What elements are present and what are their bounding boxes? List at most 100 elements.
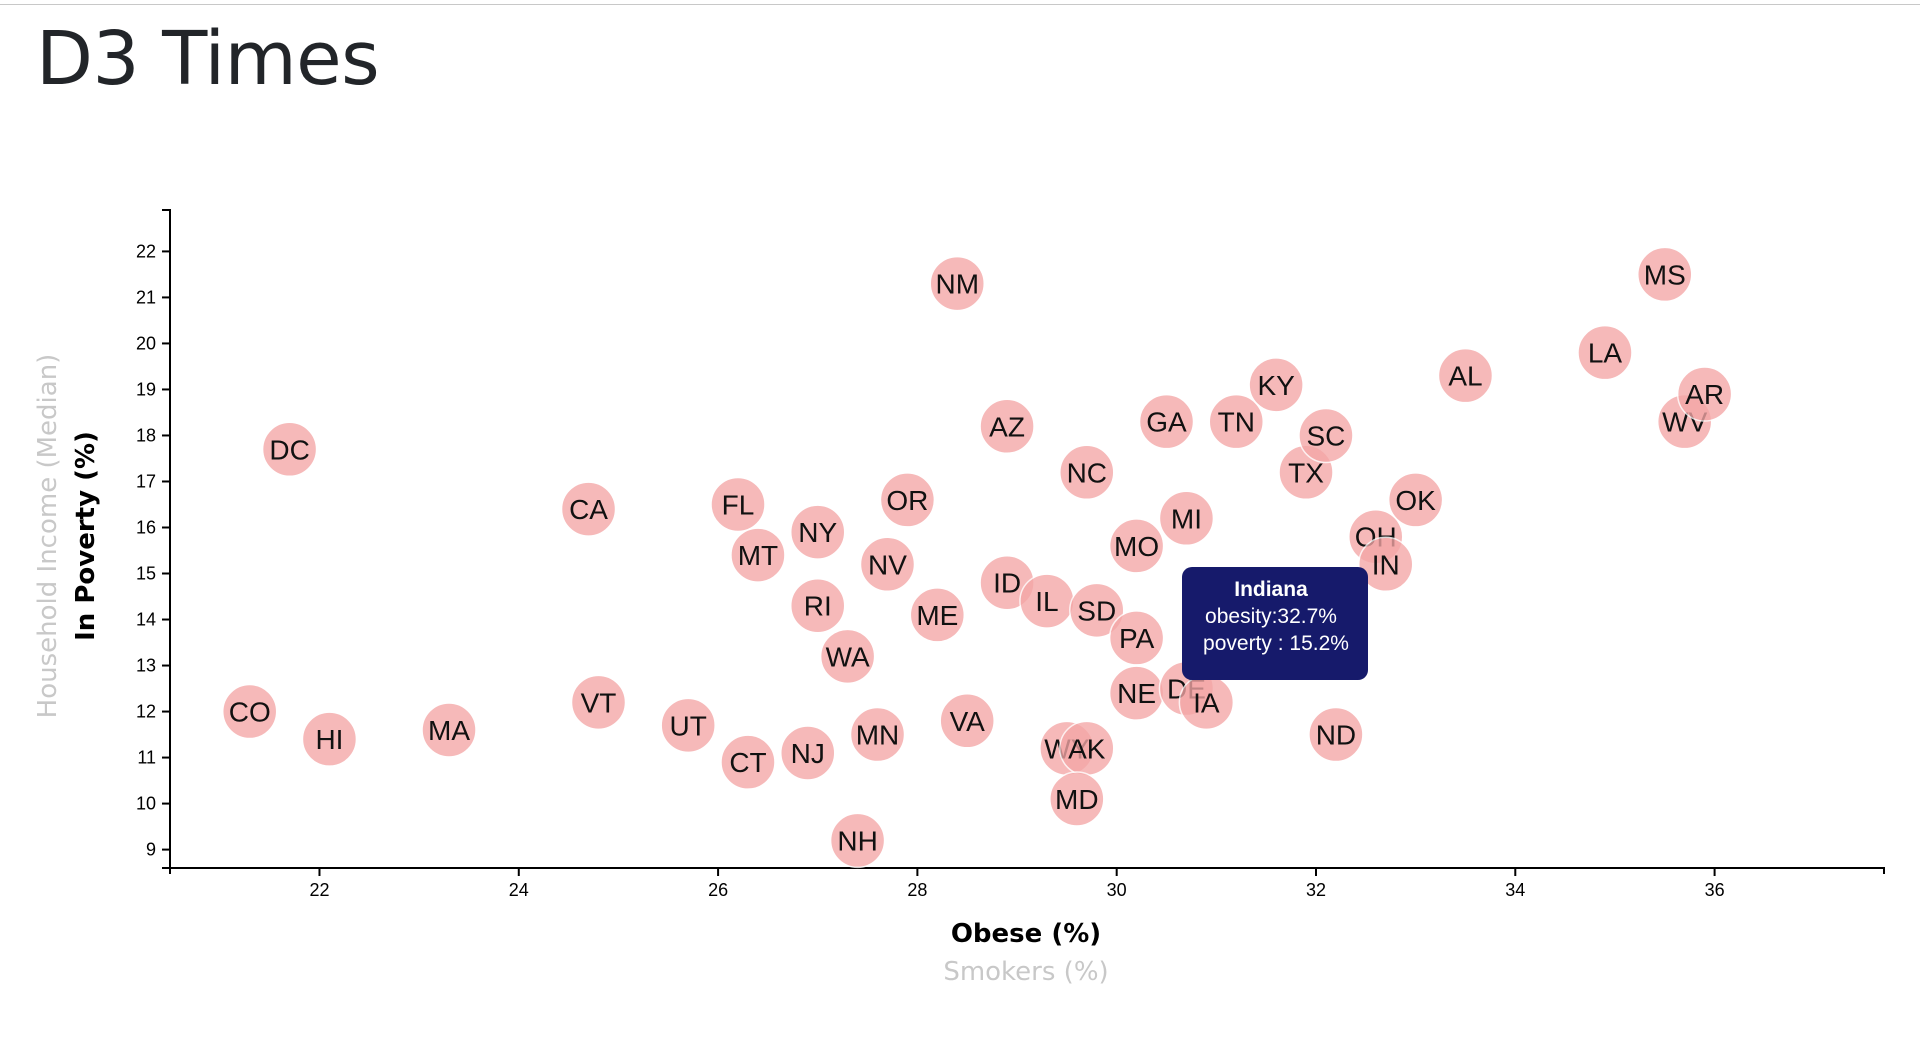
state-circle[interactable]	[879, 472, 936, 528]
state-point-nd[interactable]: ND	[1308, 706, 1364, 763]
state-circle[interactable]	[1357, 536, 1414, 593]
state-abbr-label: VT	[581, 687, 617, 718]
state-circle[interactable]	[1069, 582, 1125, 639]
state-point-ky[interactable]: KY	[1248, 357, 1304, 413]
state-point-co[interactable]: CO	[221, 683, 278, 740]
state-circle[interactable]	[829, 812, 886, 869]
y-axis-label-poverty[interactable]: In Poverty (%)	[71, 431, 101, 641]
state-point-va[interactable]: VA	[939, 693, 995, 749]
state-point-nc[interactable]: NC	[1059, 444, 1115, 501]
state-point-ar[interactable]: AR	[1676, 366, 1733, 422]
state-circle[interactable]	[301, 711, 358, 767]
state-point-pa[interactable]: PA	[1108, 610, 1165, 666]
state-point-ms[interactable]: MS	[1637, 246, 1693, 303]
state-circle[interactable]	[1308, 706, 1364, 763]
y-axis-label-income[interactable]: Household Income (Median)	[33, 354, 63, 719]
state-circle[interactable]	[1637, 246, 1693, 303]
y-tick-label: 11	[137, 748, 156, 768]
state-point-mi[interactable]: MI	[1158, 490, 1215, 547]
state-circle[interactable]	[1577, 324, 1633, 381]
state-point-tn[interactable]: TN	[1208, 393, 1265, 450]
state-abbr-label: IN	[1372, 549, 1400, 580]
state-point-ut[interactable]: UT	[660, 697, 716, 754]
state-abbr-label: MD	[1055, 784, 1099, 815]
state-point-mn[interactable]: MN	[849, 706, 906, 763]
state-point-nh[interactable]: NH	[829, 812, 886, 869]
state-circle[interactable]	[849, 706, 906, 763]
state-point-or[interactable]: OR	[879, 472, 936, 528]
state-point-sc[interactable]: SC	[1298, 407, 1354, 464]
state-point-wa[interactable]: WA	[819, 628, 876, 685]
state-circle[interactable]	[421, 702, 477, 758]
state-point-ia[interactable]: IA	[1178, 674, 1235, 731]
state-circle[interactable]	[1676, 366, 1733, 422]
state-circle[interactable]	[1437, 347, 1494, 404]
state-abbr-label: UT	[670, 710, 707, 741]
state-point-ca[interactable]: CA	[560, 481, 617, 537]
state-circle[interactable]	[909, 587, 966, 643]
y-tick-label: 21	[136, 287, 156, 307]
x-axis-label-smokers[interactable]: Smokers (%)	[943, 957, 1108, 987]
state-circle[interactable]	[261, 421, 318, 478]
state-circle[interactable]	[560, 481, 617, 537]
state-point-ma[interactable]: MA	[421, 702, 477, 758]
state-point-mo[interactable]: MO	[1108, 518, 1165, 574]
state-point-in[interactable]: IN	[1357, 536, 1414, 593]
tooltip-box	[1182, 567, 1368, 680]
tooltip: Indiana obesity:32.7% poverty : 15.2%	[1182, 567, 1368, 680]
state-point-ne[interactable]: NE	[1108, 665, 1165, 721]
x-axis-label-obese[interactable]: Obese (%)	[951, 919, 1101, 949]
state-point-la[interactable]: LA	[1577, 324, 1633, 381]
state-circle[interactable]	[1108, 518, 1165, 574]
state-circle[interactable]	[819, 628, 876, 685]
state-point-me[interactable]: ME	[909, 587, 966, 643]
state-point-vt[interactable]: VT	[570, 674, 627, 731]
state-point-al[interactable]: AL	[1437, 347, 1494, 404]
state-circle[interactable]	[1387, 472, 1444, 528]
y-tick-label: 12	[136, 702, 156, 722]
state-circle[interactable]	[1138, 393, 1195, 450]
state-point-mt[interactable]: MT	[730, 527, 786, 583]
state-point-md[interactable]: MD	[1049, 771, 1105, 827]
state-circle[interactable]	[221, 683, 278, 740]
x-tick-label: 26	[708, 880, 728, 900]
state-point-hi[interactable]: HI	[301, 711, 358, 767]
x-tick-label: 34	[1505, 880, 1525, 900]
state-circle[interactable]	[730, 527, 786, 583]
state-circle[interactable]	[660, 697, 716, 754]
state-point-nm[interactable]: NM	[929, 255, 985, 312]
state-abbr-label: CO	[229, 697, 271, 728]
state-circle[interactable]	[979, 398, 1035, 455]
state-circle[interactable]	[1059, 444, 1115, 501]
state-circle[interactable]	[789, 577, 846, 634]
state-circle[interactable]	[720, 734, 776, 790]
state-point-ct[interactable]: CT	[720, 734, 776, 790]
state-point-ok[interactable]: OK	[1387, 472, 1444, 528]
state-point-nj[interactable]: NJ	[780, 725, 836, 781]
state-circle[interactable]	[1298, 407, 1354, 464]
state-point-dc[interactable]: DC	[261, 421, 318, 478]
state-circle[interactable]	[1158, 490, 1215, 547]
state-circle[interactable]	[1049, 771, 1105, 827]
state-point-ri[interactable]: RI	[789, 577, 846, 634]
state-circle[interactable]	[1108, 610, 1165, 666]
state-point-il[interactable]: IL	[1019, 573, 1075, 629]
state-circle[interactable]	[789, 504, 846, 560]
state-circle[interactable]	[780, 725, 836, 781]
state-point-ny[interactable]: NY	[789, 504, 846, 560]
state-point-ga[interactable]: GA	[1138, 393, 1195, 450]
state-point-fl[interactable]: FL	[710, 476, 766, 533]
state-point-az[interactable]: AZ	[979, 398, 1035, 455]
state-circle[interactable]	[1208, 393, 1265, 450]
state-point-sd[interactable]: SD	[1069, 582, 1125, 639]
state-circle[interactable]	[859, 536, 916, 593]
state-circle[interactable]	[570, 674, 627, 731]
state-abbr-label: OK	[1395, 485, 1436, 516]
state-circle[interactable]	[929, 255, 985, 312]
state-circle[interactable]	[710, 476, 766, 533]
x-tick-label: 22	[309, 880, 329, 900]
state-circle[interactable]	[1248, 357, 1304, 413]
state-circle[interactable]	[939, 693, 995, 749]
state-point-ak[interactable]: AK	[1059, 720, 1115, 777]
state-point-nv[interactable]: NV	[859, 536, 916, 593]
